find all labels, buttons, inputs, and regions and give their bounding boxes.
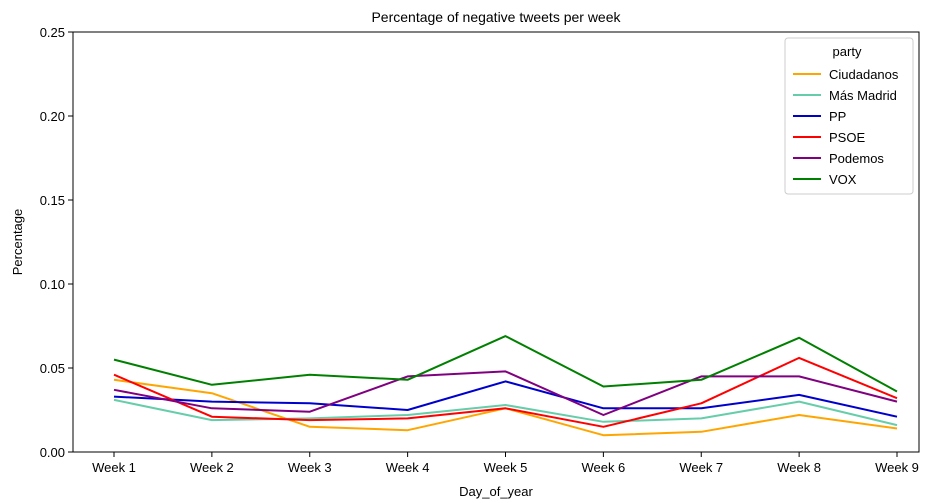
legend: party Ciudadanos Más Madrid PP PSOE Podemos VO…	[784, 37, 914, 195]
legend-title: party	[833, 44, 862, 59]
x-tick-label: Week 4	[386, 460, 430, 475]
x-axis-label: Day_of_year	[459, 484, 533, 499]
series-line-psoe	[113, 356, 898, 428]
x-tick-label: Week 5	[484, 460, 528, 475]
series-line-pp	[113, 380, 898, 418]
x-tick-label: Week 3	[288, 460, 332, 475]
y-tick-label: 0.10	[40, 277, 65, 292]
x-tick-label: Week 1	[92, 460, 136, 475]
legend-label: Ciudadanos	[829, 67, 899, 82]
x-tick-label: Week 8	[777, 460, 821, 475]
legend-label: Más Madrid	[829, 88, 897, 103]
x-axis: Week 1 Week 2 Week 3 Week 4 Week 5 Week 6 Week…	[92, 452, 919, 475]
x-tick-label: Week 2	[190, 460, 234, 475]
legend-label: VOX	[829, 172, 857, 187]
series-line-vox	[113, 335, 898, 393]
legend-label: PP	[829, 109, 846, 124]
y-axis: 0.00 0.05 0.10 0.15 0.20 0.25	[40, 25, 73, 460]
x-tick-label: Week 9	[875, 460, 919, 475]
y-tick-label: 0.20	[40, 109, 65, 124]
chart-title: Percentage of negative tweets per week	[371, 9, 621, 25]
legend-label: PSOE	[829, 130, 865, 145]
legend-label: Podemos	[829, 151, 884, 166]
x-tick-label: Week 6	[581, 460, 625, 475]
y-tick-label: 0.05	[40, 361, 65, 376]
y-tick-label: 0.15	[40, 193, 65, 208]
y-axis-label: Percentage	[10, 209, 25, 276]
series-layer	[113, 335, 898, 437]
y-tick-label: 0.25	[40, 25, 65, 40]
plot-frame	[72, 31, 920, 453]
y-tick-label: 0.00	[40, 445, 65, 460]
x-tick-label: Week 7	[679, 460, 723, 475]
series-line-m-s-madrid	[113, 398, 898, 427]
legend-box	[784, 37, 914, 195]
series-line-podemos	[113, 370, 898, 416]
